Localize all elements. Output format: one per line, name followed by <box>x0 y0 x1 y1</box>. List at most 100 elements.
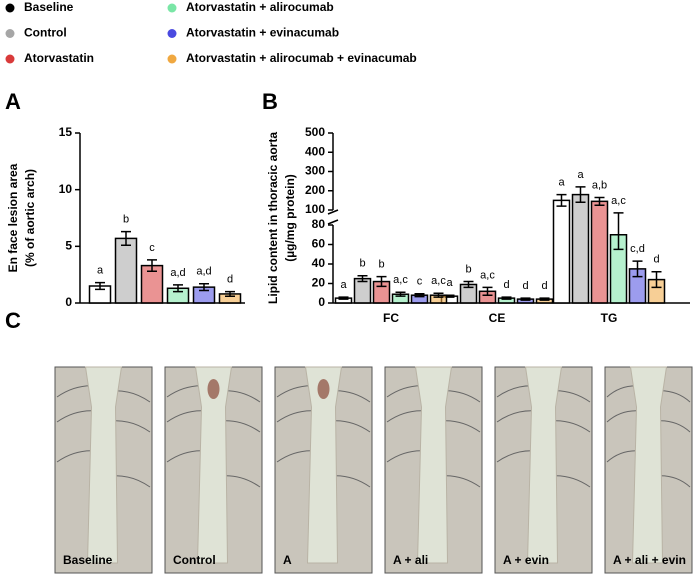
error-bar <box>501 296 512 300</box>
legend-label: Atorvastatin + alirocumab + evinacumab <box>186 51 417 65</box>
significance-label: c <box>417 276 423 288</box>
error-bar <box>147 259 157 273</box>
photo-aorta <box>194 366 233 564</box>
significance-label: a <box>558 177 565 189</box>
x-tick-label: CE <box>489 311 506 325</box>
y-tick-label: 80 <box>312 217 326 231</box>
panel-label: C <box>5 308 21 333</box>
axis-break <box>327 209 339 215</box>
y-tick-label: 200 <box>305 183 325 197</box>
legend-label: Atorvastatin + alirocumab <box>186 0 334 14</box>
significance-label: a,b <box>592 179 607 191</box>
significance-label: a,d <box>196 266 211 278</box>
error-bar <box>651 271 662 289</box>
error-bar <box>632 260 643 278</box>
photo-label: A <box>283 553 292 567</box>
photo-label: Control <box>173 553 216 567</box>
legend-marker <box>5 3 15 13</box>
error-bar <box>556 193 567 207</box>
error-bar <box>539 297 550 301</box>
bar <box>552 199 571 304</box>
significance-label: a,c <box>611 195 626 207</box>
significance-label: a,c <box>480 269 495 281</box>
significance-label: c,d <box>630 243 645 255</box>
photo-label: A + ali <box>393 553 428 567</box>
significance-label: b <box>359 258 365 270</box>
y-tick-label: 0 <box>65 295 72 309</box>
significance-label: d <box>503 279 509 291</box>
significance-label: a <box>577 169 584 181</box>
error-bar <box>338 296 349 300</box>
error-bar <box>95 281 105 291</box>
photo-aorta <box>84 366 123 564</box>
photo-lesion <box>317 379 330 399</box>
y-tick-label: 10 <box>59 182 73 196</box>
error-bar <box>482 286 493 296</box>
legend-marker <box>167 29 177 38</box>
error-bar <box>414 292 425 298</box>
y-axis-label: En face lesion area <box>6 163 20 272</box>
significance-label: a <box>446 277 453 289</box>
legend-label: Atorvastatin + evinacumab <box>186 26 339 40</box>
x-tick-label: TG <box>601 311 618 325</box>
error-bar <box>173 284 183 293</box>
legend-marker <box>167 3 177 13</box>
photo-label: Baseline <box>63 553 113 567</box>
significance-label: a,c <box>393 274 408 286</box>
photo-aorta <box>414 366 453 564</box>
legend-label: Atorvastatin <box>24 51 94 65</box>
x-tick-label: FC <box>383 311 399 325</box>
error-bar <box>433 292 444 298</box>
y-tick-label: 15 <box>59 125 73 139</box>
y-tick-label: 500 <box>305 125 325 139</box>
axis-break <box>327 219 339 225</box>
y-tick-label: 400 <box>305 144 325 158</box>
photo-lesion <box>207 379 220 399</box>
error-bar <box>376 275 387 288</box>
y-axis-label: (% of aortic arch) <box>23 169 37 267</box>
significance-label: d <box>227 274 233 286</box>
significance-label: b <box>123 214 129 226</box>
error-bar <box>357 274 368 283</box>
photo-label: A + evin <box>503 553 549 567</box>
significance-label: c <box>149 242 155 254</box>
error-bar <box>463 280 474 289</box>
error-bar <box>199 282 209 292</box>
y-tick-label: 60 <box>312 237 326 251</box>
error-bar <box>121 230 131 246</box>
significance-label: a <box>97 265 104 277</box>
y-tick-label: 300 <box>305 164 325 178</box>
photo-aorta <box>629 366 668 564</box>
photo-aorta <box>524 366 563 564</box>
y-axis-label: (µg/mg protein) <box>283 174 297 262</box>
error-bar <box>594 196 605 206</box>
error-bar <box>395 291 406 297</box>
significance-label: a <box>340 279 347 291</box>
legend-marker <box>167 54 177 64</box>
error-bar <box>520 297 531 301</box>
panel-label: B <box>262 89 278 114</box>
significance-label: d <box>522 280 528 292</box>
legend-label: Baseline <box>24 0 74 14</box>
error-bar <box>225 290 235 297</box>
significance-label: a,c <box>431 275 446 287</box>
y-tick-label: 5 <box>65 239 72 253</box>
significance-label: a,d <box>170 267 185 279</box>
bar <box>590 200 609 304</box>
photo-label: A + ali + evin <box>613 553 686 567</box>
legend-label: Control <box>24 26 67 40</box>
legend-marker <box>5 29 15 38</box>
y-tick-label: 0 <box>318 295 325 309</box>
significance-label: b <box>465 263 471 275</box>
significance-label: d <box>541 280 547 292</box>
y-tick-label: 20 <box>312 276 326 290</box>
photo-aorta <box>304 366 343 564</box>
significance-label: d <box>653 254 659 266</box>
legend-marker <box>5 54 15 64</box>
panel-label: A <box>5 89 21 114</box>
error-bar <box>613 212 624 251</box>
y-axis-label: Lipid content in thoracic aorta <box>266 132 280 304</box>
y-tick-label: 40 <box>312 256 326 270</box>
significance-label: b <box>378 259 384 271</box>
